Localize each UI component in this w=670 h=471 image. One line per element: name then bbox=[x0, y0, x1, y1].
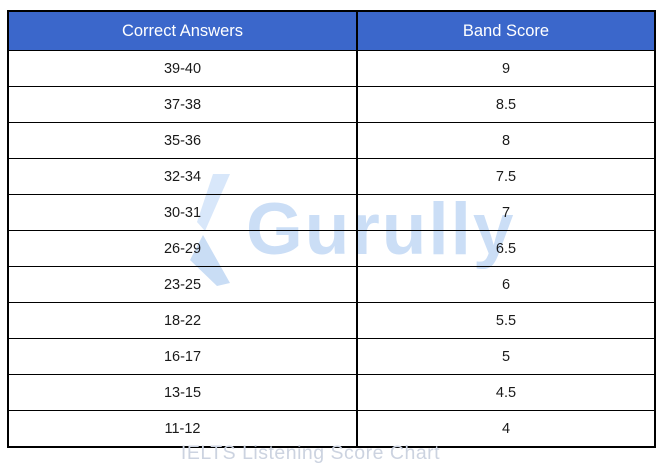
cell-correct-answers: 11-12 bbox=[7, 410, 358, 448]
cell-correct-answers: 18-22 bbox=[7, 302, 358, 339]
cell-correct-answers: 35-36 bbox=[7, 122, 358, 159]
cell-correct-answers: 30-31 bbox=[7, 194, 358, 231]
header-row: Correct Answers Band Score bbox=[7, 10, 656, 51]
cell-correct-answers: 39-40 bbox=[7, 50, 358, 87]
header-band-score: Band Score bbox=[356, 10, 656, 51]
table-row: 30-31 7 bbox=[7, 194, 656, 231]
table-row: 13-15 4.5 bbox=[7, 374, 656, 411]
table-row: 16-17 5 bbox=[7, 338, 656, 375]
table-row: 35-36 8 bbox=[7, 122, 656, 159]
table-row: 32-34 7.5 bbox=[7, 158, 656, 195]
table-row: 11-12 4 bbox=[7, 410, 656, 448]
cell-correct-answers: 13-15 bbox=[7, 374, 358, 411]
table-row: 37-38 8.5 bbox=[7, 86, 656, 123]
score-table-body: 39-40 9 37-38 8.5 35-36 8 32-34 7.5 30-31 7 26-29 6… bbox=[7, 50, 656, 448]
cell-correct-answers: 23-25 bbox=[7, 266, 358, 303]
cell-correct-answers: 37-38 bbox=[7, 86, 358, 123]
cell-correct-answers: 16-17 bbox=[7, 338, 358, 375]
cell-band-score: 5.5 bbox=[356, 302, 656, 339]
cell-correct-answers: 26-29 bbox=[7, 230, 358, 267]
cell-band-score: 8.5 bbox=[356, 86, 656, 123]
score-table: Correct Answers Band Score 39-40 9 37-38 8.… bbox=[7, 10, 656, 448]
cell-band-score: 8 bbox=[356, 122, 656, 159]
table-row: 18-22 5.5 bbox=[7, 302, 656, 339]
cell-band-score: 5 bbox=[356, 338, 656, 375]
image-caption: IELTS Listening Score Chart bbox=[180, 442, 441, 464]
cell-band-score: 7 bbox=[356, 194, 656, 231]
cell-band-score: 6.5 bbox=[356, 230, 656, 267]
cell-band-score: 6 bbox=[356, 266, 656, 303]
cell-band-score: 9 bbox=[356, 50, 656, 87]
table-row: 23-25 6 bbox=[7, 266, 656, 303]
table-row: 39-40 9 bbox=[7, 50, 656, 87]
cell-correct-answers: 32-34 bbox=[7, 158, 358, 195]
cell-band-score: 7.5 bbox=[356, 158, 656, 195]
cell-band-score: 4 bbox=[356, 410, 656, 448]
table-row: 26-29 6.5 bbox=[7, 230, 656, 267]
header-correct-answers: Correct Answers bbox=[7, 10, 358, 51]
cell-band-score: 4.5 bbox=[356, 374, 656, 411]
score-table-wrap: Correct Answers Band Score 39-40 9 37-38 8.… bbox=[7, 10, 656, 448]
